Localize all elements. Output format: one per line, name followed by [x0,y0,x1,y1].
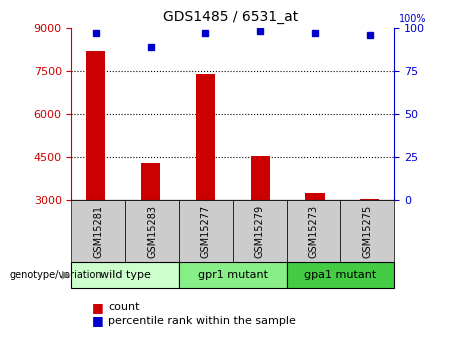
Text: GSM15281: GSM15281 [93,205,103,258]
Text: 100%: 100% [399,14,426,24]
Text: GSM15283: GSM15283 [147,205,157,258]
Text: percentile rank within the sample: percentile rank within the sample [108,316,296,326]
Bar [361,199,379,200]
Text: gpa1 mutant: gpa1 mutant [304,270,377,280]
Bar [196,73,215,200]
Text: wild type: wild type [100,270,151,280]
Text: count: count [108,302,140,312]
Text: ▶: ▶ [62,270,70,280]
Bar [251,156,270,200]
Text: ■: ■ [92,300,104,314]
Text: GSM15277: GSM15277 [201,205,211,258]
Text: ■: ■ [92,314,104,327]
Text: GSM15279: GSM15279 [254,205,265,258]
Bar [306,193,325,200]
Bar [141,163,160,200]
Text: gpr1 mutant: gpr1 mutant [198,270,268,280]
Text: GSM15273: GSM15273 [308,205,319,258]
Text: genotype/variation: genotype/variation [9,270,102,280]
Bar [86,51,105,200]
Text: GSM15275: GSM15275 [362,205,372,258]
Text: GDS1485 / 6531_at: GDS1485 / 6531_at [163,10,298,24]
